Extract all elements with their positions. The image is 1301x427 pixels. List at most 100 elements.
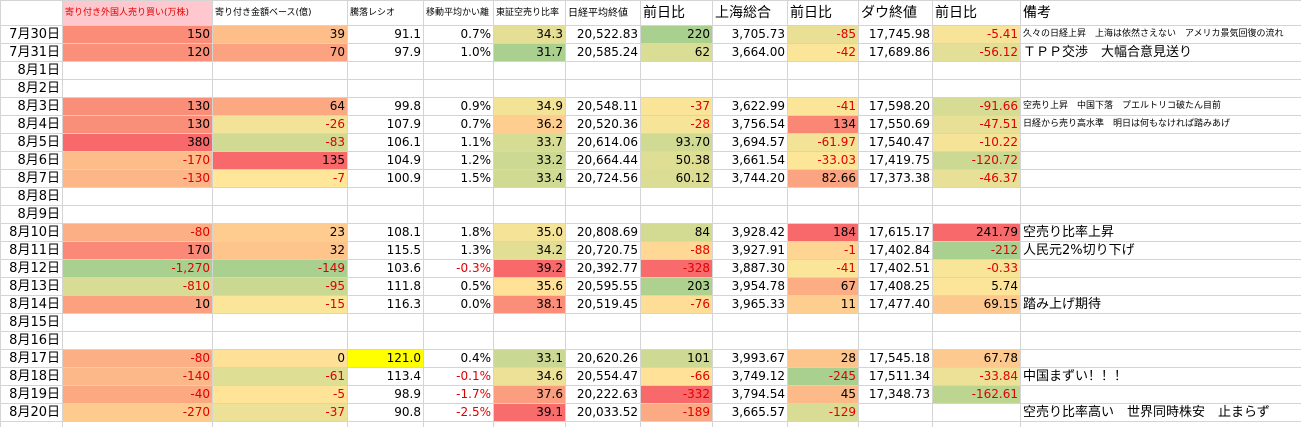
value-cell: 36.2 xyxy=(493,115,566,134)
value-cell: 1.0% xyxy=(423,43,494,62)
value-cell xyxy=(712,79,788,98)
remark-cell xyxy=(1020,349,1301,368)
value-cell xyxy=(62,187,213,206)
empty-cell xyxy=(858,421,933,427)
value-cell: 10 xyxy=(62,295,213,314)
header-cell: 日経平均終値 xyxy=(565,0,641,26)
date-cell: 8月8日 xyxy=(0,187,63,206)
value-cell: 116.3 xyxy=(347,295,424,314)
value-cell: 1.5% xyxy=(423,169,494,188)
value-cell: 67 xyxy=(787,277,859,296)
value-cell: -140 xyxy=(62,367,213,386)
value-cell: 20,392.77 xyxy=(565,259,641,278)
header-cell: 前日比 xyxy=(787,0,859,26)
value-cell xyxy=(932,331,1021,350)
value-cell: 3,794.54 xyxy=(712,385,788,404)
remark-cell xyxy=(1020,313,1301,332)
empty-cell xyxy=(493,421,566,427)
date-cell: 8月2日 xyxy=(0,79,63,98)
value-cell: 91.1 xyxy=(347,25,424,44)
value-cell: 70 xyxy=(212,43,348,62)
value-cell: 0.4% xyxy=(423,349,494,368)
data-row: 8月1日 xyxy=(0,61,1301,80)
value-cell: -26 xyxy=(212,115,348,134)
data-row: 8月3日 130 64 99.8 0.9% 34.9 20,548.11 -37 3,622.9… xyxy=(0,97,1301,116)
value-cell: -42 xyxy=(787,43,859,62)
value-cell: -10.22 xyxy=(932,133,1021,152)
value-cell: 5.74 xyxy=(932,277,1021,296)
date-cell: 8月3日 xyxy=(0,97,63,116)
value-cell: 1.3% xyxy=(423,241,494,260)
value-cell: 17,689.86 xyxy=(858,43,933,62)
value-cell xyxy=(787,187,859,206)
remark-cell: 久々の日経上昇 上海は依然さえない アメリカ景気回復の流れ xyxy=(1020,25,1301,44)
value-cell xyxy=(712,187,788,206)
empty-cell xyxy=(712,421,788,427)
date-cell: 8月7日 xyxy=(0,169,63,188)
value-cell: -1,270 xyxy=(62,259,213,278)
value-cell xyxy=(423,331,494,350)
value-cell: 3,887.30 xyxy=(712,259,788,278)
value-cell: 98.9 xyxy=(347,385,424,404)
value-cell: -189 xyxy=(640,403,713,422)
value-cell xyxy=(932,403,1021,422)
data-row: 8月17日 -80 0 121.0 0.4% 33.1 20,620.26 101 3,993.… xyxy=(0,349,1301,368)
date-cell: 8月6日 xyxy=(0,151,63,170)
value-cell: 241.79 xyxy=(932,223,1021,242)
value-cell xyxy=(212,331,348,350)
value-cell: 17,615.17 xyxy=(858,223,933,242)
value-cell: 1.2% xyxy=(423,151,494,170)
value-cell: -1 xyxy=(787,241,859,260)
value-cell: 32 xyxy=(212,241,348,260)
value-cell xyxy=(493,313,566,332)
value-cell: 113.4 xyxy=(347,367,424,386)
value-cell: -40 xyxy=(62,385,213,404)
value-cell: 108.1 xyxy=(347,223,424,242)
value-cell: -0.3% xyxy=(423,259,494,278)
date-cell: 8月14日 xyxy=(0,295,63,314)
value-cell: -37 xyxy=(640,97,713,116)
value-cell xyxy=(932,205,1021,224)
value-cell: 20,033.52 xyxy=(565,403,641,422)
value-cell xyxy=(932,187,1021,206)
value-cell xyxy=(858,403,933,422)
value-cell: -85 xyxy=(787,25,859,44)
value-cell: 11 xyxy=(787,295,859,314)
header-cell: 前日比 xyxy=(932,0,1021,26)
value-cell: 17,402.84 xyxy=(858,241,933,260)
value-cell: 0.5% xyxy=(423,277,494,296)
value-cell: 82.66 xyxy=(787,169,859,188)
data-row: 8月16日 xyxy=(0,331,1301,350)
date-cell: 7月31日 xyxy=(0,43,63,62)
remark-cell xyxy=(1020,277,1301,296)
value-cell xyxy=(565,313,641,332)
value-cell xyxy=(787,61,859,80)
value-cell: -332 xyxy=(640,385,713,404)
date-cell: 8月17日 xyxy=(0,349,63,368)
value-cell xyxy=(62,61,213,80)
value-cell: 31.7 xyxy=(493,43,566,62)
header-cell: 寄り付き金額ベース(億) xyxy=(212,0,348,26)
remark-cell: ＴＰＰ交渉 大幅合意見送り xyxy=(1020,43,1301,62)
header-cell: 前日比 xyxy=(640,0,713,26)
value-cell xyxy=(62,205,213,224)
data-row: 8月9日 xyxy=(0,205,1301,224)
remark-cell: 踏み上げ期待 xyxy=(1020,295,1301,314)
value-cell xyxy=(712,61,788,80)
value-cell xyxy=(62,79,213,98)
value-cell: -88 xyxy=(640,241,713,260)
value-cell xyxy=(858,79,933,98)
data-row: 8月8日 xyxy=(0,187,1301,206)
value-cell xyxy=(858,331,933,350)
value-cell: 203 xyxy=(640,277,713,296)
remark-cell xyxy=(1020,205,1301,224)
value-cell xyxy=(932,61,1021,80)
value-cell: 3,694.57 xyxy=(712,133,788,152)
value-cell: 135 xyxy=(212,151,348,170)
value-cell: 33.4 xyxy=(493,169,566,188)
remark-cell xyxy=(1020,331,1301,350)
value-cell xyxy=(212,187,348,206)
data-row: 8月14日 10 -15 116.3 0.0% 38.1 20,519.45 -76 3,965… xyxy=(0,295,1301,314)
value-cell xyxy=(423,205,494,224)
header-cell: 上海総合 xyxy=(712,0,788,26)
